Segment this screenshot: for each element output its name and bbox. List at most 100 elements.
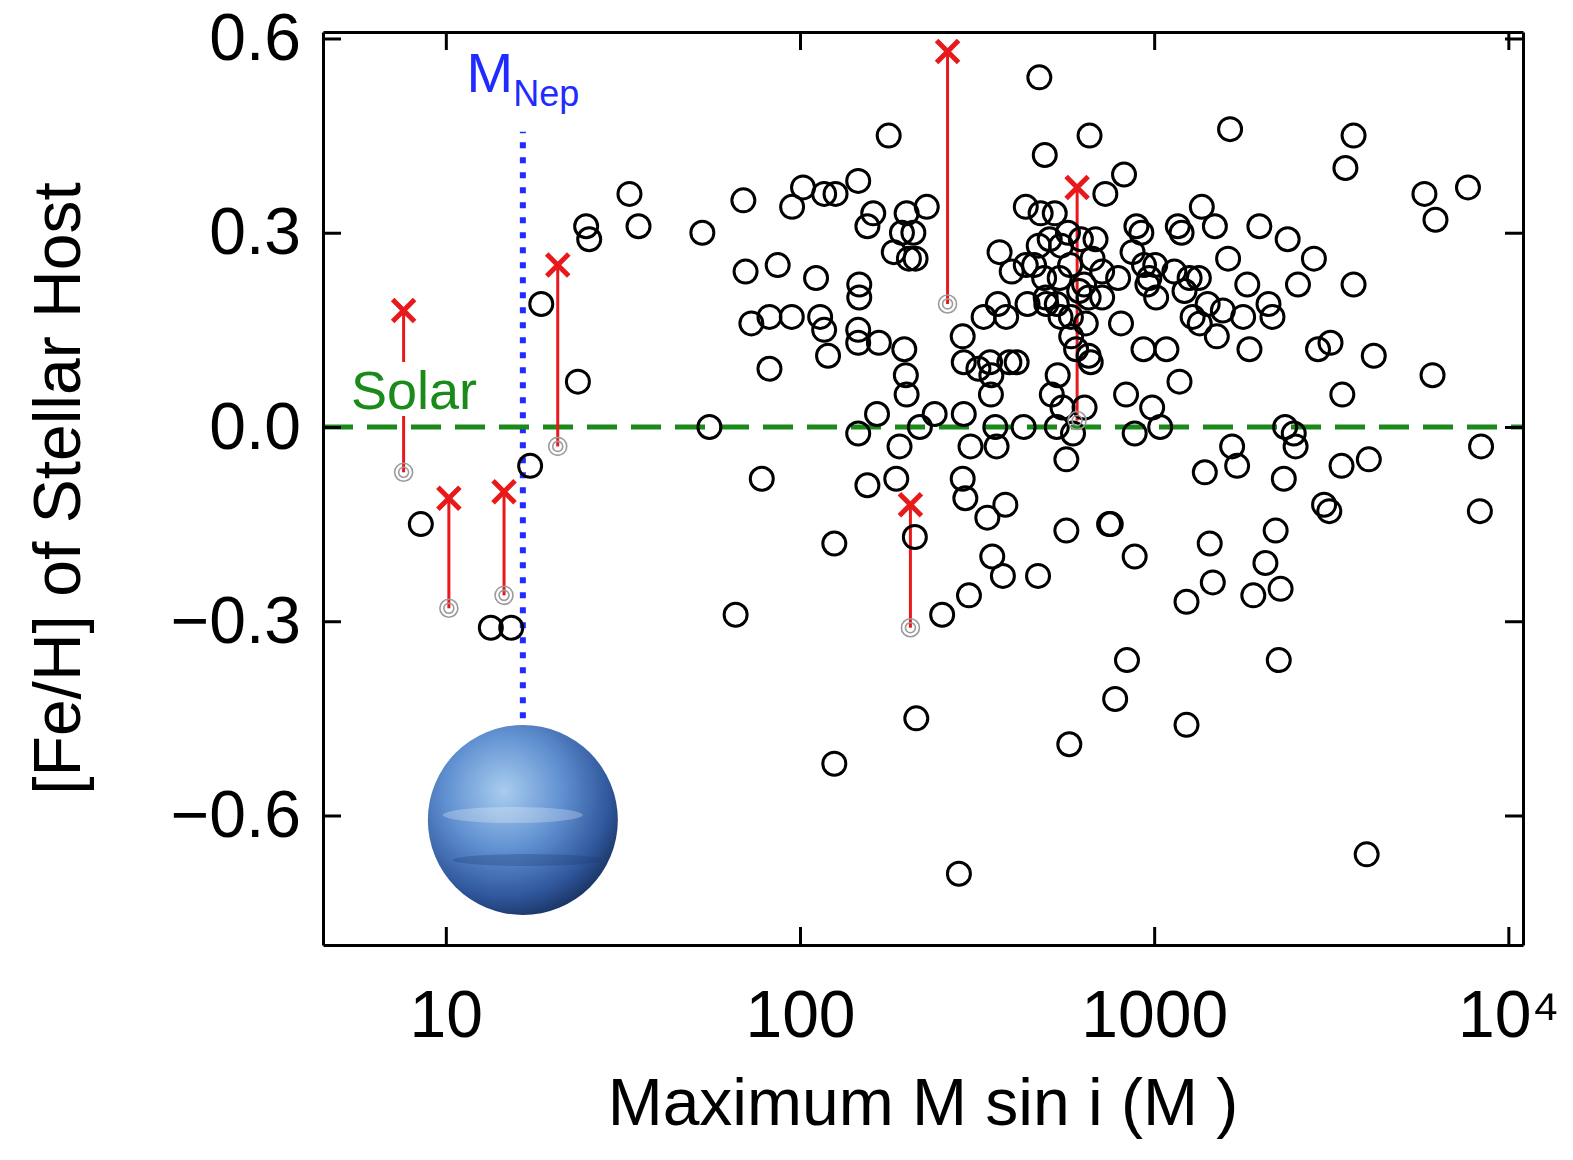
point-marker	[1055, 448, 1078, 471]
point-marker	[1058, 733, 1081, 756]
point-marker	[1203, 215, 1226, 238]
point-marker	[1104, 687, 1127, 710]
tick	[1505, 38, 1523, 39]
point-marker	[1155, 338, 1178, 361]
point-marker	[1342, 273, 1365, 296]
point-marker	[1284, 435, 1307, 458]
tick: 10	[410, 927, 483, 1051]
point-marker	[817, 344, 840, 367]
point-marker	[578, 228, 601, 251]
point-marker	[1272, 467, 1295, 490]
tick-label: 0.6	[209, 0, 301, 74]
point-marker	[1254, 551, 1277, 574]
point-marker	[549, 437, 567, 455]
point-marker	[1261, 305, 1284, 328]
tick-label: 1000	[1081, 977, 1228, 1051]
point-marker	[1242, 584, 1265, 607]
point-marker	[1074, 312, 1097, 335]
point-marker	[698, 415, 721, 438]
point-marker	[805, 267, 828, 290]
series-0	[409, 66, 1492, 885]
tick	[1505, 427, 1523, 428]
annotations: MNepSolar	[348, 41, 579, 420]
tick	[1154, 32, 1155, 50]
point-marker	[947, 862, 970, 885]
point-marker	[618, 182, 641, 205]
point-marker	[547, 254, 569, 276]
point-marker	[1115, 383, 1138, 406]
point-marker	[1468, 500, 1491, 523]
point-marker	[866, 403, 889, 426]
tick	[1505, 621, 1523, 622]
tick-label: −0.6	[171, 777, 301, 851]
point-marker	[991, 564, 1014, 587]
point-marker	[895, 383, 918, 406]
point-marker	[888, 435, 911, 458]
tick-label: 10	[410, 977, 483, 1051]
point-marker	[1077, 286, 1100, 309]
point-marker	[959, 435, 982, 458]
tick-mark	[445, 32, 448, 50]
point-marker	[1123, 422, 1146, 445]
point-marker	[1051, 396, 1074, 419]
point-marker	[995, 305, 1018, 328]
point-marker	[1084, 228, 1107, 251]
point-marker	[1130, 221, 1153, 244]
point-marker	[1033, 144, 1056, 167]
point-marker	[1175, 713, 1198, 736]
point-marker	[1060, 325, 1083, 348]
point-marker	[1000, 260, 1023, 283]
neptune-band	[453, 854, 603, 866]
tick-mark	[799, 32, 802, 50]
axis-line	[1522, 33, 1525, 946]
tick: 1000	[1081, 927, 1228, 1051]
tick-mark	[1505, 620, 1523, 623]
point-marker	[1066, 176, 1088, 198]
point-marker	[1276, 228, 1299, 251]
point-marker	[1330, 454, 1353, 477]
point-marker	[1046, 364, 1069, 387]
point-marker	[1123, 545, 1146, 568]
point-marker	[1027, 564, 1050, 587]
point-marker	[409, 513, 432, 536]
tick-mark	[1505, 37, 1523, 40]
point-marker	[877, 124, 900, 147]
point-marker	[923, 403, 946, 426]
tick-mark	[1505, 232, 1523, 235]
chart-container: 10100100010⁴−0.6−0.30.00.30.6Maximum M s…	[0, 0, 1573, 1160]
tick	[800, 32, 801, 50]
reference-label: MNep	[466, 41, 579, 114]
y-axis-right	[1505, 33, 1524, 946]
tick-label: −0.3	[171, 583, 301, 657]
tick-mark	[1153, 927, 1156, 945]
point-marker	[972, 305, 995, 328]
point-marker	[901, 619, 919, 637]
point-marker	[1028, 66, 1051, 89]
point-marker	[1193, 461, 1216, 484]
point-marker	[885, 467, 908, 490]
tick	[1505, 233, 1523, 234]
point-marker	[1236, 273, 1259, 296]
point-marker	[1319, 331, 1342, 354]
point-marker	[1175, 590, 1198, 613]
point-marker	[500, 616, 523, 639]
point-marker	[939, 295, 957, 313]
point-marker	[530, 292, 553, 315]
point-marker	[1056, 221, 1079, 244]
point-marker	[1456, 176, 1479, 199]
series-2	[393, 40, 1089, 515]
point-marker	[954, 487, 977, 510]
point-marker	[1068, 412, 1086, 430]
point-marker	[1286, 273, 1309, 296]
x-axis: 10100100010⁴	[324, 927, 1560, 1051]
axis-line	[322, 33, 325, 946]
tick-mark	[1505, 814, 1523, 817]
point-marker	[823, 532, 846, 555]
point-marker	[1012, 415, 1035, 438]
point-marker	[1357, 448, 1380, 471]
point-marker	[951, 325, 974, 348]
tick-label: 0.3	[209, 194, 301, 268]
point-marker	[1094, 182, 1117, 205]
point-marker	[899, 494, 921, 516]
point-marker	[813, 318, 836, 341]
